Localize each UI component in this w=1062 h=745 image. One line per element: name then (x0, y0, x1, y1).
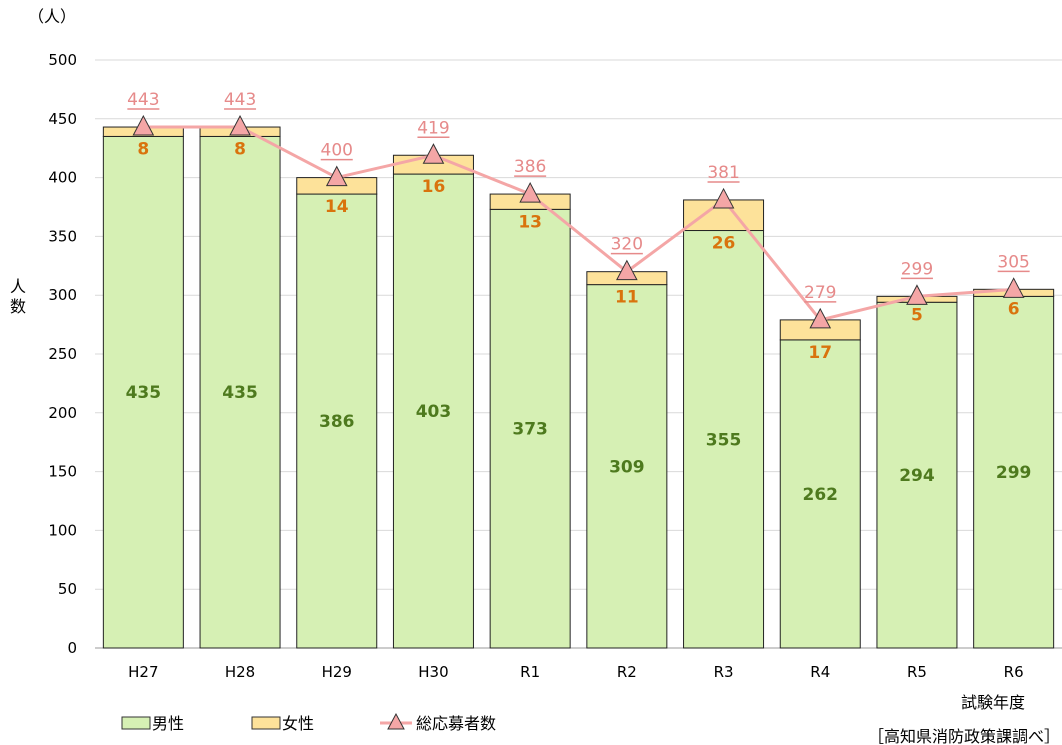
x-tick-label: H27 (128, 663, 158, 681)
legend-marker-total (387, 712, 405, 730)
data-label-female: 14 (325, 197, 349, 217)
data-label-total: 443 (224, 90, 256, 110)
x-tick-labels: H27 H28 H29 H30 R1 R2 R3 R4 R5 R6 (128, 663, 1023, 681)
bar-male (876, 301, 958, 649)
legend-label-female: 女性 (282, 714, 314, 733)
bar-male (779, 339, 861, 649)
x-tick-label: H30 (418, 663, 448, 681)
y-tick-label: 350 (48, 227, 77, 245)
data-label-male: 435 (126, 383, 162, 403)
legend-label-total: 総応募者数 (416, 714, 496, 733)
total-marker (229, 114, 251, 136)
data-label-male: 386 (319, 412, 355, 432)
total-marker (519, 181, 541, 203)
data-label-total: 320 (611, 235, 643, 255)
total-line (132, 114, 1025, 329)
bar-male (199, 135, 281, 649)
bar-male (102, 135, 184, 649)
bar-female (683, 199, 765, 232)
data-label-female: 8 (137, 139, 149, 159)
x-axis-label: 試験年度 (961, 693, 1025, 712)
total-marker (422, 143, 445, 164)
bar-male (392, 173, 474, 649)
data-label-male: 373 (512, 420, 548, 440)
data-label-male: 355 (706, 430, 742, 450)
source-note: ［高知県消防政策課調べ］ (868, 727, 1060, 745)
y-axis-label: 人数 (10, 277, 26, 316)
data-label-total: 279 (804, 283, 836, 303)
data-label-female: 11 (615, 288, 639, 308)
data-label-total: 400 (321, 141, 353, 161)
total-marker (1002, 277, 1025, 298)
bar-male (973, 295, 1055, 649)
data-label-male: 309 (609, 457, 645, 477)
legend: 男性 女性 総応募者数 (121, 712, 496, 733)
total-line-path (143, 125, 1014, 322)
total-marker (906, 284, 928, 305)
data-label-female: 5 (911, 305, 923, 325)
legend-swatch-male (121, 716, 151, 730)
data-label-total: 419 (417, 118, 449, 138)
data-label-female: 26 (712, 234, 736, 254)
data-label-total: 381 (707, 163, 739, 183)
legend-swatch-female (251, 716, 281, 730)
legend-label-male: 男性 (152, 714, 184, 733)
data-label-female: 13 (518, 212, 542, 232)
data-label-male: 403 (416, 402, 452, 422)
total-marker (132, 114, 155, 136)
data-label-total: 299 (901, 259, 933, 279)
data-label-male: 435 (222, 383, 258, 403)
y-tick-label: 250 (48, 345, 77, 363)
x-tick-label: H28 (225, 663, 255, 681)
x-tick-label: R5 (907, 663, 927, 681)
total-marker (325, 165, 348, 187)
data-label-total: 305 (997, 252, 1029, 272)
x-tick-label: R1 (520, 663, 540, 681)
total-marker (616, 259, 638, 281)
bar-male (296, 193, 378, 649)
y-tick-label: 150 (48, 463, 77, 481)
y-tick-label: 100 (48, 521, 77, 539)
data-label-female: 17 (808, 343, 832, 363)
data-label-male: 262 (803, 485, 839, 505)
data-labels: 435 8 435 8 386 14 403 16 373 13 309 11 355 26 262 17 29… (126, 90, 1032, 505)
data-label-total: 386 (514, 157, 546, 177)
y-tick-label: 300 (48, 286, 77, 304)
data-label-male: 294 (899, 466, 935, 486)
y-tick-label: 400 (48, 169, 77, 187)
x-tick-label: R6 (1004, 663, 1024, 681)
data-label-female: 8 (234, 139, 246, 159)
y-unit-label: （人） (28, 7, 76, 26)
bars (102, 126, 1055, 649)
y-tick-label: 50 (58, 580, 77, 598)
y-tick-labels: 0 50 100 150 200 250 300 350 400 450 500 (48, 51, 77, 657)
data-label-male: 299 (996, 463, 1032, 483)
bar-male (586, 284, 668, 649)
x-tick-label: H29 (322, 663, 352, 681)
total-marker (809, 307, 832, 329)
bar-male (489, 208, 571, 649)
x-tick-label: R3 (714, 663, 734, 681)
total-marker (712, 187, 735, 209)
y-tick-label: 500 (48, 51, 77, 69)
y-tick-label: 200 (48, 404, 77, 422)
x-tick-label: R2 (617, 663, 637, 681)
data-label-female: 16 (422, 177, 446, 197)
x-tick-label: R4 (810, 663, 830, 681)
data-label-female: 6 (1008, 299, 1020, 319)
y-tick-label: 0 (67, 639, 77, 657)
data-label-total: 443 (127, 90, 159, 110)
y-tick-label: 450 (48, 110, 77, 128)
